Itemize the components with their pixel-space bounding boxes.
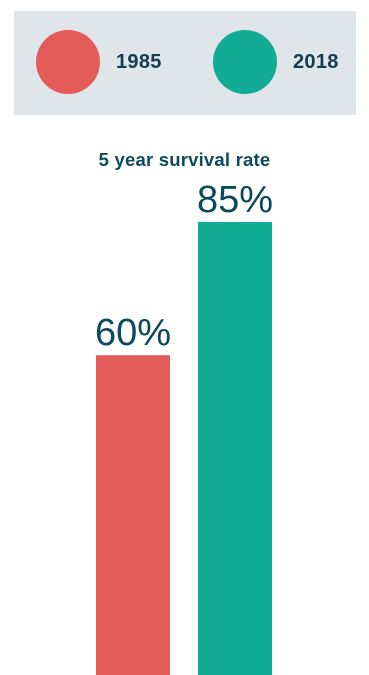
chart-legend: 1985 2018 [14,11,356,115]
chart-title: 5 year survival rate [98,149,271,170]
bar-2018 [198,221,272,675]
legend-item-1985: 1985 [36,29,162,95]
bar-value-label-1985: 60% [95,312,171,354]
legend-label-1985: 1985 [116,50,162,73]
legend-swatch-2018 [213,30,277,94]
legend-item-2018: 2018 [213,29,339,95]
bar-value-label-2018: 85% [197,179,273,221]
legend-label-2018: 2018 [293,50,339,73]
bar-1985 [96,355,170,675]
legend-swatch-1985 [36,30,100,94]
